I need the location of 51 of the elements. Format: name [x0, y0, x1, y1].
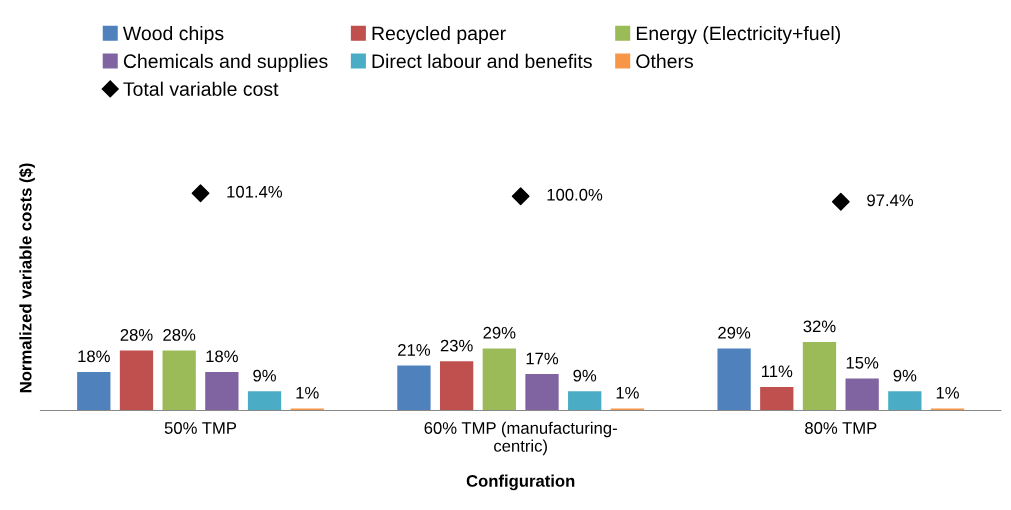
data-label: 9%: [893, 369, 917, 382]
data-label: 28%: [163, 329, 196, 341]
bar: [119, 350, 154, 411]
legend-label: Energy (Electricity+fuel): [636, 25, 840, 45]
data-label: 23%: [440, 339, 473, 352]
bar: [845, 378, 879, 411]
legend-label: Chemicals and supplies: [123, 53, 328, 72]
data-label: 17%: [526, 352, 559, 365]
bar: [930, 408, 965, 411]
data-label: 1%: [616, 386, 639, 399]
data-label: 21%: [398, 344, 431, 356]
y-axis-title: Normalized variable costs ($): [19, 163, 35, 393]
bar: [717, 348, 751, 411]
x-tick-label: 50% TMP: [164, 422, 237, 434]
data-label: 1%: [296, 386, 319, 399]
data-label: 97.4%: [867, 194, 914, 207]
data-label: 32%: [803, 320, 836, 333]
data-label: 9%: [253, 369, 276, 382]
bar: [439, 361, 474, 411]
legend-label: Recycled paper: [372, 25, 506, 45]
bar: [760, 386, 794, 411]
legend-label: Direct labour and benefits: [372, 53, 592, 69]
data-label: 15%: [846, 356, 879, 369]
data-label: 29%: [718, 326, 751, 339]
data-label: 18%: [78, 350, 110, 363]
data-label: 18%: [206, 350, 238, 363]
legend-label: Others: [636, 53, 693, 69]
legend-label: Wood chips: [122, 25, 224, 45]
bar: [888, 391, 922, 411]
legend-label: Total variable cost: [123, 81, 279, 96]
data-label: 1%: [936, 386, 959, 399]
x-axis-title: Configuration: [466, 474, 575, 491]
bar: [77, 371, 111, 411]
data-label: 11%: [761, 365, 793, 378]
bar: [247, 391, 282, 411]
data-label: 100.0%: [547, 188, 603, 201]
bar: [397, 365, 431, 411]
bar: [162, 350, 196, 411]
data-label: 9%: [573, 369, 597, 382]
x-tick-label: 60% TMP (manufacturing- centric): [424, 421, 617, 456]
data-label: 29%: [483, 326, 516, 339]
x-tick-label: 80% TMP: [805, 422, 877, 434]
bar: [205, 371, 239, 411]
bar: [525, 374, 559, 411]
bar: [802, 341, 837, 411]
data-label: 28%: [120, 329, 153, 341]
bar: [568, 391, 602, 411]
data-label: 101.4%: [227, 185, 283, 198]
bar: [482, 348, 516, 411]
bar: [290, 408, 324, 411]
bar: [610, 408, 645, 411]
